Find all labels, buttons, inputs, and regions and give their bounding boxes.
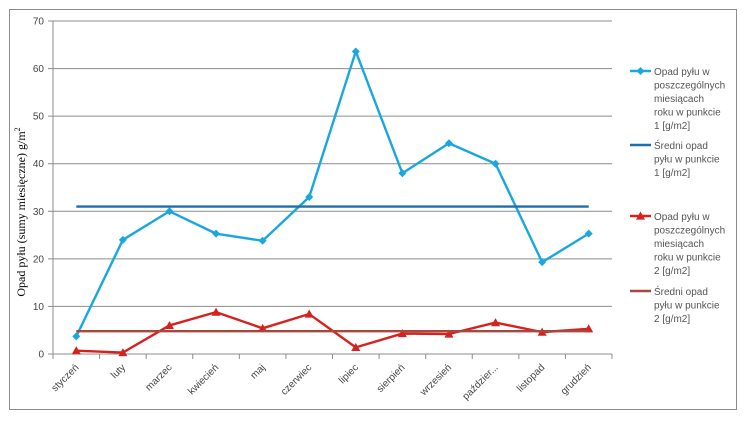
- series-3-point: [71, 346, 81, 355]
- legend: Opad pyłu w poszczególnych miesiącach roku …: [630, 67, 725, 325]
- y-tick-label: 70: [33, 17, 45, 28]
- legend-label: pyłu w punkcie: [654, 301, 720, 312]
- x-tick-label: wrzesień: [418, 362, 454, 398]
- legend-label: 1 [g/m2]: [654, 168, 690, 179]
- legend-marker: [636, 211, 645, 220]
- legend-label: Opad pyłu w: [654, 67, 710, 78]
- series-1-point: [398, 169, 407, 178]
- series-1-point: [118, 235, 127, 244]
- legend-label: miesiącach: [654, 94, 704, 105]
- x-tick-label: lipiec: [337, 362, 361, 386]
- series-3-point: [351, 342, 361, 351]
- series-3-point: [444, 329, 454, 338]
- series-1-point: [538, 258, 547, 267]
- series-3-point: [304, 309, 314, 318]
- legend-label: Średni opad: [654, 139, 708, 152]
- series-1-point: [444, 139, 453, 148]
- x-tick-label: maj: [249, 362, 268, 381]
- x-tick-label: styczeń: [50, 362, 82, 394]
- x-tick-labels: styczeń luty marzec kwiecień maj czerwiec lipi…: [50, 362, 594, 402]
- series-1-point: [258, 236, 267, 245]
- y-tick-labels: 0 10 20 30 40 50 60 70: [33, 17, 45, 361]
- x-tick-label: marzec: [144, 362, 175, 393]
- legend-entry-2: Średni opad pyłu w punkcie 1 [g/m2]: [630, 139, 720, 179]
- series-3-point: [491, 318, 501, 327]
- gridlines: [53, 20, 612, 307]
- legend-label: poszczególnych: [654, 226, 725, 237]
- legend-entry-4: Średni opad pyłu w punkcie 2 [g/m2]: [630, 285, 720, 325]
- legend-entry-3: Opad pyłu w poszczególnych miesiącach roku …: [630, 211, 725, 277]
- series-1: [72, 47, 593, 341]
- series-3-point: [211, 307, 221, 316]
- series-1-point: [72, 332, 81, 341]
- series-3-point: [164, 320, 174, 330]
- y-tick-label: 40: [33, 159, 45, 170]
- legend-label: pyłu w punkcie: [654, 155, 720, 166]
- y-tick-label: 10: [33, 302, 45, 313]
- x-tick-label: luty: [109, 362, 128, 381]
- x-tick-label: grudzień: [559, 362, 594, 397]
- series-1-point: [305, 193, 314, 202]
- y-tick-label: 20: [33, 254, 45, 265]
- series-3-point: [397, 329, 407, 338]
- x-tick-label: czerwiec: [279, 362, 314, 397]
- legend-label: miesiącach: [654, 239, 704, 250]
- axes: [48, 20, 613, 359]
- x-tick-label: paździer...: [461, 362, 501, 402]
- y-tick-label: 30: [33, 207, 45, 218]
- y-axis-title: Opad pyłu (sumy miesięczne) g/m2: [13, 127, 28, 296]
- series-3-point: [118, 348, 128, 357]
- x-tick-label: listopad: [515, 362, 547, 394]
- x-tick-label: kwiecień: [186, 362, 221, 397]
- series-lines: [71, 47, 594, 357]
- series-1-point: [491, 159, 500, 168]
- legend-entry-1: Opad pyłu w poszczególnych miesiącach roku …: [630, 67, 725, 132]
- y-tick-label: 50: [33, 112, 45, 123]
- series-1-point: [165, 207, 174, 216]
- series-1-point: [584, 229, 593, 238]
- legend-label: roku w punkcie: [654, 108, 721, 119]
- legend-label: Średni opad: [654, 285, 708, 298]
- legend-label: roku w punkcie: [654, 253, 721, 264]
- series-1-point: [351, 47, 360, 56]
- x-tick-label: sierpień: [375, 362, 408, 395]
- legend-label: Opad pyłu w: [654, 212, 710, 223]
- legend-marker: [636, 67, 645, 75]
- y-tick-label: 60: [33, 64, 45, 75]
- series-1-point: [212, 229, 221, 238]
- legend-label: 2 [g/m2]: [654, 266, 690, 277]
- legend-label: 1 [g/m2]: [654, 121, 690, 132]
- legend-label: 2 [g/m2]: [654, 314, 690, 325]
- series-1-line: [75, 50, 590, 337]
- y-tick-label: 0: [38, 350, 44, 361]
- series-3-point: [258, 323, 268, 332]
- legend-label: poszczególnych: [654, 81, 725, 92]
